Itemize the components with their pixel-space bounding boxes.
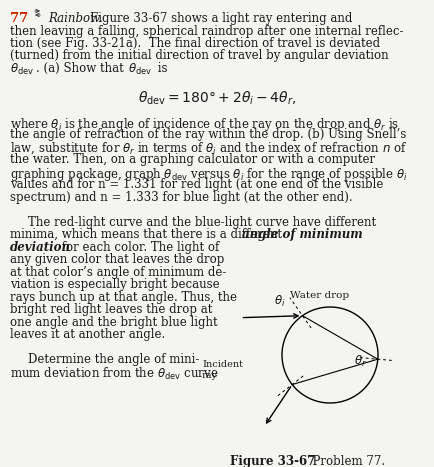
Text: Figure 33-67: Figure 33-67 [230, 455, 315, 467]
Text: ray: ray [201, 371, 217, 380]
Text: leaves it at another angle.: leaves it at another angle. [10, 328, 165, 341]
Text: rays bunch up at that angle. Thus, the: rays bunch up at that angle. Thus, the [10, 291, 237, 304]
Text: (turned) from the initial direction of travel by angular deviation: (turned) from the initial direction of t… [10, 50, 388, 63]
Text: $\theta_{\rm dev}$: $\theta_{\rm dev}$ [10, 62, 34, 77]
Text: mum deviation from the $\theta_{\rm dev}$ curve: mum deviation from the $\theta_{\rm dev}… [10, 366, 218, 382]
Text: angle of minimum: angle of minimum [241, 228, 362, 241]
Text: the angle of refraction of the ray within the drop. (b) Using Snell’s: the angle of refraction of the ray withi… [10, 128, 405, 141]
Text: viation is especially bright because: viation is especially bright because [10, 278, 219, 291]
Text: $\theta_{\rm dev} = 180° + 2\theta_i - 4\theta_r,$: $\theta_{\rm dev} = 180° + 2\theta_i - 4… [138, 90, 296, 107]
Text: deviation: deviation [10, 241, 71, 254]
Text: tion (see Fig. 33-21a).  The final direction of travel is deviated: tion (see Fig. 33-21a). The final direct… [10, 37, 379, 50]
Text: for each color. The light of: for each color. The light of [58, 241, 219, 254]
Text: at that color’s angle of minimum de-: at that color’s angle of minimum de- [10, 266, 226, 279]
Text: Figure 33-67 shows a light ray entering and: Figure 33-67 shows a light ray entering … [90, 12, 352, 25]
Text: one angle and the bright blue light: one angle and the bright blue light [10, 316, 217, 329]
Text: the water. Then, on a graphing calculator or with a computer: the water. Then, on a graphing calculato… [10, 153, 374, 166]
Text: Determine the angle of mini-: Determine the angle of mini- [28, 353, 199, 366]
Text: $\theta_r$: $\theta_r$ [353, 354, 366, 369]
Text: law, substitute for $\theta_r$ in terms of $\theta_i$ and the index of refractio: law, substitute for $\theta_r$ in terms … [10, 141, 407, 156]
Text: Rainbow.: Rainbow. [48, 12, 102, 25]
Text: values and for n = 1.331 for red light (at one end of the visible: values and for n = 1.331 for red light (… [10, 178, 382, 191]
Text: $\theta_i$: $\theta_i$ [274, 294, 285, 309]
Text: minima, which means that there is a different: minima, which means that there is a diff… [10, 228, 285, 241]
Text: bright red light leaves the drop at: bright red light leaves the drop at [10, 303, 212, 316]
Text: then leaving a falling, spherical raindrop after one internal reflec-: then leaving a falling, spherical raindr… [10, 24, 403, 37]
Text: The red-light curve and the blue-light curve have different: The red-light curve and the blue-light c… [28, 216, 375, 229]
Text: Water drop: Water drop [290, 291, 349, 300]
Text: Incident: Incident [201, 360, 243, 369]
Text: spectrum) and n = 1.333 for blue light (at the other end).: spectrum) and n = 1.333 for blue light (… [10, 191, 352, 204]
Text: 77: 77 [10, 12, 28, 25]
Text: where $\theta_i$ is the angle of incidence of the ray on the drop and $\theta_r$: where $\theta_i$ is the angle of inciden… [10, 116, 398, 133]
Text: any given color that leaves the drop: any given color that leaves the drop [10, 253, 224, 266]
Text: is: is [154, 62, 167, 75]
Text: $\theta_{\rm dev}$: $\theta_{\rm dev}$ [128, 62, 152, 77]
Text: Problem 77.: Problem 77. [304, 455, 384, 467]
Text: . (a) Show that: . (a) Show that [36, 62, 127, 75]
Text: graphing package, graph $\theta_{\rm dev}$ versus $\theta_i$ for the range of po: graphing package, graph $\theta_{\rm dev… [10, 166, 407, 183]
